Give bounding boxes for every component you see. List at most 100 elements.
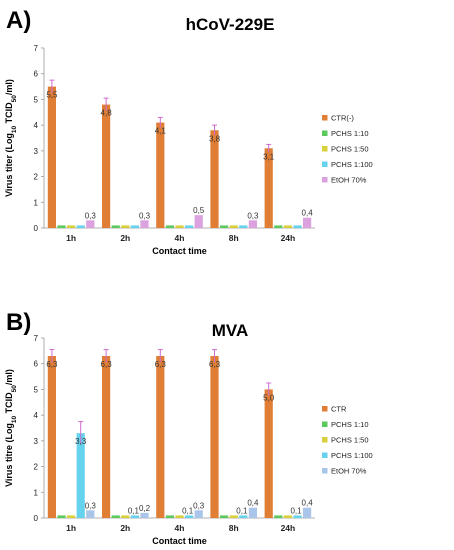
chart-panel-1: B) MVA 0 1 2 3 4 5 6 7 Virus titre (Log10 TCID50/m… [4, 309, 373, 546]
legend-entry: PCHS 1:50 [331, 436, 369, 445]
bar [264, 148, 273, 228]
legend-swatch [322, 177, 328, 183]
legend-entry: PCHS 1:10 [331, 420, 369, 429]
x-category-label: 2h [120, 523, 130, 533]
data-label: 0,1 [182, 506, 194, 515]
bar [303, 507, 312, 518]
legend-swatch [322, 146, 328, 152]
y-axis-title-subscript: 50 [11, 385, 18, 393]
y-tick-label: 1 [34, 198, 39, 207]
bar [274, 225, 283, 228]
y-axis-title-part: Virus titre (Log [4, 423, 14, 487]
y-tick-label: 7 [34, 44, 39, 53]
bar [264, 389, 273, 518]
y-tick-label: 7 [34, 334, 39, 343]
legend-swatch [322, 468, 328, 474]
data-label: 0,1 [128, 506, 140, 515]
bar [111, 515, 120, 518]
bar [293, 515, 302, 518]
bar [210, 356, 219, 518]
data-label: 3,3 [75, 437, 87, 446]
y-tick-label: 4 [34, 121, 39, 130]
x-category-label: 1h [66, 523, 76, 533]
y-axis-title-subscript: 50 [11, 95, 18, 103]
bar [210, 130, 219, 228]
data-label: 0,3 [247, 211, 259, 220]
bar [165, 515, 174, 518]
x-category-label: 1h [66, 233, 76, 243]
bar [130, 515, 139, 518]
y-tick-label: 3 [34, 437, 39, 446]
y-tick-label: 0 [34, 224, 39, 233]
bar [102, 104, 111, 228]
bar [67, 225, 76, 228]
y-tick-label: 5 [34, 385, 39, 394]
bar [67, 515, 76, 518]
data-label: 3,8 [209, 134, 221, 143]
y-axis-title-part: Virus titer (Log [4, 133, 14, 197]
legend-swatch [322, 452, 328, 458]
x-category-label: 8h [229, 523, 239, 533]
bar [239, 225, 248, 228]
data-label: 6,3 [155, 360, 167, 369]
legend-entry: PCHS 1:100 [331, 451, 373, 460]
y-tick-label: 5 [34, 95, 39, 104]
x-category-label: 24h [281, 523, 296, 533]
bar [283, 225, 292, 228]
bar [185, 515, 194, 518]
x-category-label: 24h [281, 233, 296, 243]
x-axis-title: Contact time [152, 246, 207, 256]
data-label: 0,4 [247, 499, 259, 508]
y-tick-label: 4 [34, 411, 39, 420]
bar [229, 515, 238, 518]
y-tick-label: 1 [34, 488, 39, 497]
x-category-label: 4h [175, 233, 185, 243]
bar [111, 225, 120, 228]
data-label: 4,8 [101, 109, 113, 118]
panel-letter: A) [6, 7, 31, 34]
y-tick-label: 6 [34, 70, 39, 79]
y-tick-label: 3 [34, 147, 39, 156]
data-label: 6,3 [101, 360, 113, 369]
bar [121, 515, 130, 518]
bar [47, 86, 56, 228]
bar [86, 220, 95, 228]
bar [220, 515, 229, 518]
y-axis-title-subscript: 10 [11, 415, 18, 423]
bar [140, 512, 149, 518]
bar [303, 217, 312, 228]
data-label: 0,4 [302, 209, 314, 218]
y-tick-label: 0 [34, 514, 39, 523]
bar [121, 225, 130, 228]
data-label: 0,1 [290, 506, 302, 515]
legend-entry: PCHS 1:50 [331, 145, 369, 154]
bar [239, 515, 248, 518]
bar [283, 515, 292, 518]
chart-title: hCoV-229E [186, 15, 275, 34]
legend-entry: PCHS 1:100 [331, 160, 373, 169]
bar [76, 433, 85, 518]
legend-swatch [322, 115, 328, 121]
data-label: 0,3 [85, 501, 97, 510]
legend-swatch [322, 437, 328, 443]
data-label: 6,3 [46, 360, 58, 369]
x-axis-title: Contact time [152, 536, 207, 546]
bar [175, 515, 184, 518]
bar [86, 510, 95, 518]
bar [175, 225, 184, 228]
y-axis-title-subscript: 10 [11, 125, 18, 133]
data-label: 0,2 [139, 504, 151, 513]
bar [156, 356, 165, 518]
legend-swatch [322, 161, 328, 167]
data-label: 0,1 [236, 506, 248, 515]
legend-entry: CTR(-) [331, 114, 354, 123]
bar [194, 510, 203, 518]
x-category-label: 4h [175, 523, 185, 533]
y-axis-title: Virus titer (Log10 TCID50/ml) [4, 79, 18, 197]
bar [76, 225, 85, 228]
bar [165, 225, 174, 228]
bar [140, 220, 149, 228]
panel-letter: B) [6, 309, 31, 336]
legend-entry: EtOH 70% [331, 467, 367, 476]
